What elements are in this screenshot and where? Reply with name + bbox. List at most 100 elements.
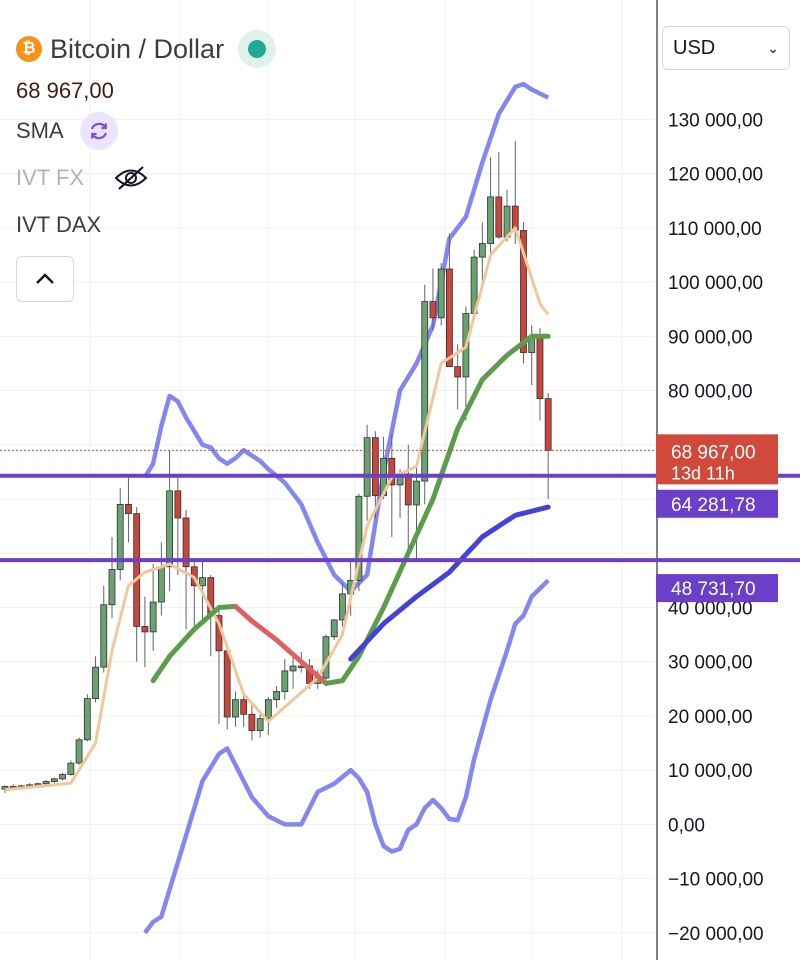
- candle-body: [182, 517, 190, 568]
- symbol-title-row[interactable]: ₿ Bitcoin / Dollar: [16, 30, 277, 68]
- candle-body: [446, 268, 453, 368]
- candle-body: [116, 504, 124, 570]
- sma-slow-line-rising: [150, 603, 238, 684]
- candle-body: [536, 335, 544, 400]
- indicator-ivt-dax[interactable]: IVT DAX: [16, 212, 101, 238]
- price-axis-tick-label: 80 000,00: [668, 382, 753, 403]
- last-price-row: 68 967,00: [16, 78, 114, 104]
- indicator-ivt-fx-label: IVT FX: [16, 165, 85, 190]
- candle-body: [125, 504, 132, 515]
- market-status-indicator[interactable]: [238, 30, 277, 68]
- candle-body: [232, 699, 239, 718]
- candle-body: [363, 437, 371, 497]
- price-axis-tick-label: 130 000,00: [668, 110, 763, 131]
- candle-body: [141, 626, 149, 633]
- candle-body: [157, 566, 165, 603]
- candle-body: [92, 666, 99, 699]
- sma-slow-line-falling: [232, 603, 329, 686]
- symbol-title: Bitcoin / Dollar: [50, 33, 225, 64]
- long-ma-line: [348, 504, 551, 662]
- bitcoin-logo-icon: ₿: [16, 36, 42, 62]
- currency-select-value: USD: [673, 36, 716, 59]
- chart-legend: ₿ Bitcoin / Dollar 68 967,00 SMA IVT FX …: [0, 0, 320, 320]
- sma-slow-line-rising: [323, 333, 551, 686]
- price-axis-tick-label: 10 000,00: [668, 761, 753, 782]
- candle-body: [50, 778, 58, 782]
- volatility-bands: [142, 81, 550, 935]
- candle-body: [264, 699, 272, 720]
- candlestick-series: [1, 141, 552, 793]
- candle-body: [256, 718, 264, 731]
- level-price-tag: [656, 489, 778, 518]
- candle-body: [388, 457, 396, 486]
- candle-body: [281, 670, 289, 692]
- candle-body: [240, 699, 248, 715]
- sma-fast-line: [4, 226, 550, 792]
- candle-body: [133, 513, 141, 627]
- candle-body: [67, 762, 75, 775]
- refresh-icon[interactable]: [79, 112, 118, 150]
- indicator-sma[interactable]: SMA: [16, 112, 118, 150]
- price-axis-tick-label: 90 000,00: [668, 327, 753, 348]
- eye-off-icon[interactable]: [114, 165, 148, 191]
- candle-body: [149, 601, 157, 633]
- band-lower-line: [143, 578, 550, 935]
- candle-body: [355, 495, 363, 581]
- chart-grid: [0, 0, 658, 960]
- candle-body: [42, 781, 50, 785]
- candle-body: [371, 437, 379, 497]
- price-axis: 130 000,00 120 000,00 110 000,00 100 000,00…: [656, 110, 778, 945]
- level-price-tag-label: 48 731,70: [671, 579, 756, 600]
- candle-body: [429, 301, 437, 319]
- currency-select[interactable]: USD ⌄: [662, 26, 790, 70]
- candle-body: [223, 650, 231, 718]
- indicator-ivt-dax-label: IVT DAX: [16, 212, 102, 237]
- current-price-tag: [656, 434, 778, 485]
- candle-body: [339, 593, 346, 621]
- price-axis-tick-label: −20 000,00: [668, 924, 764, 945]
- candle-body: [413, 480, 420, 506]
- candle-body: [100, 604, 108, 668]
- collapse-legend-button[interactable]: [16, 256, 74, 302]
- band-upper-line: [142, 81, 550, 594]
- status-dot-icon: [248, 40, 267, 58]
- candle-body: [83, 698, 91, 741]
- last-price: 68 967,00: [16, 78, 114, 103]
- candle-body: [174, 490, 182, 519]
- indicator-ivt-fx[interactable]: IVT FX: [16, 165, 148, 191]
- price-axis-tick-label: 100 000,00: [668, 273, 763, 294]
- candle-body: [166, 490, 174, 568]
- chevron-down-icon: ⌄: [767, 39, 779, 56]
- candle-body: [454, 366, 462, 378]
- candle-body: [199, 577, 206, 587]
- candle-body: [273, 691, 280, 701]
- candle-body: [520, 230, 527, 353]
- current-price-tag-label: 68 967,00: [671, 442, 756, 463]
- price-axis-tick-label: −10 000,00: [668, 870, 764, 891]
- candle-body: [478, 243, 486, 258]
- candle-body: [495, 196, 503, 238]
- candle-body: [330, 619, 338, 638]
- price-axis-tick-label: 0,00: [668, 815, 705, 836]
- bar-countdown-label: 13d 11h: [671, 463, 735, 483]
- price-axis-tick-label: 40 000,00: [668, 598, 753, 619]
- candle-body: [544, 398, 552, 451]
- candle-body: [289, 665, 297, 672]
- price-axis-tick-label: 30 000,00: [668, 653, 753, 674]
- candle-body: [108, 569, 116, 606]
- moving-averages: [4, 226, 551, 792]
- level-price-tag: [656, 574, 778, 603]
- candle-body: [487, 196, 494, 244]
- candle-body: [248, 713, 256, 731]
- candle-body: [421, 301, 429, 482]
- level-price-tag-label: 64 281,78: [671, 495, 756, 516]
- chevron-up-icon: [36, 273, 54, 284]
- price-axis-tick-label: 110 000,00: [668, 219, 762, 240]
- price-axis-tick-label: 120 000,00: [668, 165, 763, 186]
- candle-body: [404, 473, 412, 506]
- indicator-sma-label: SMA: [16, 118, 64, 143]
- price-axis-tick-label: 20 000,00: [668, 707, 753, 728]
- candle-body: [437, 268, 445, 319]
- candle-body: [75, 739, 83, 764]
